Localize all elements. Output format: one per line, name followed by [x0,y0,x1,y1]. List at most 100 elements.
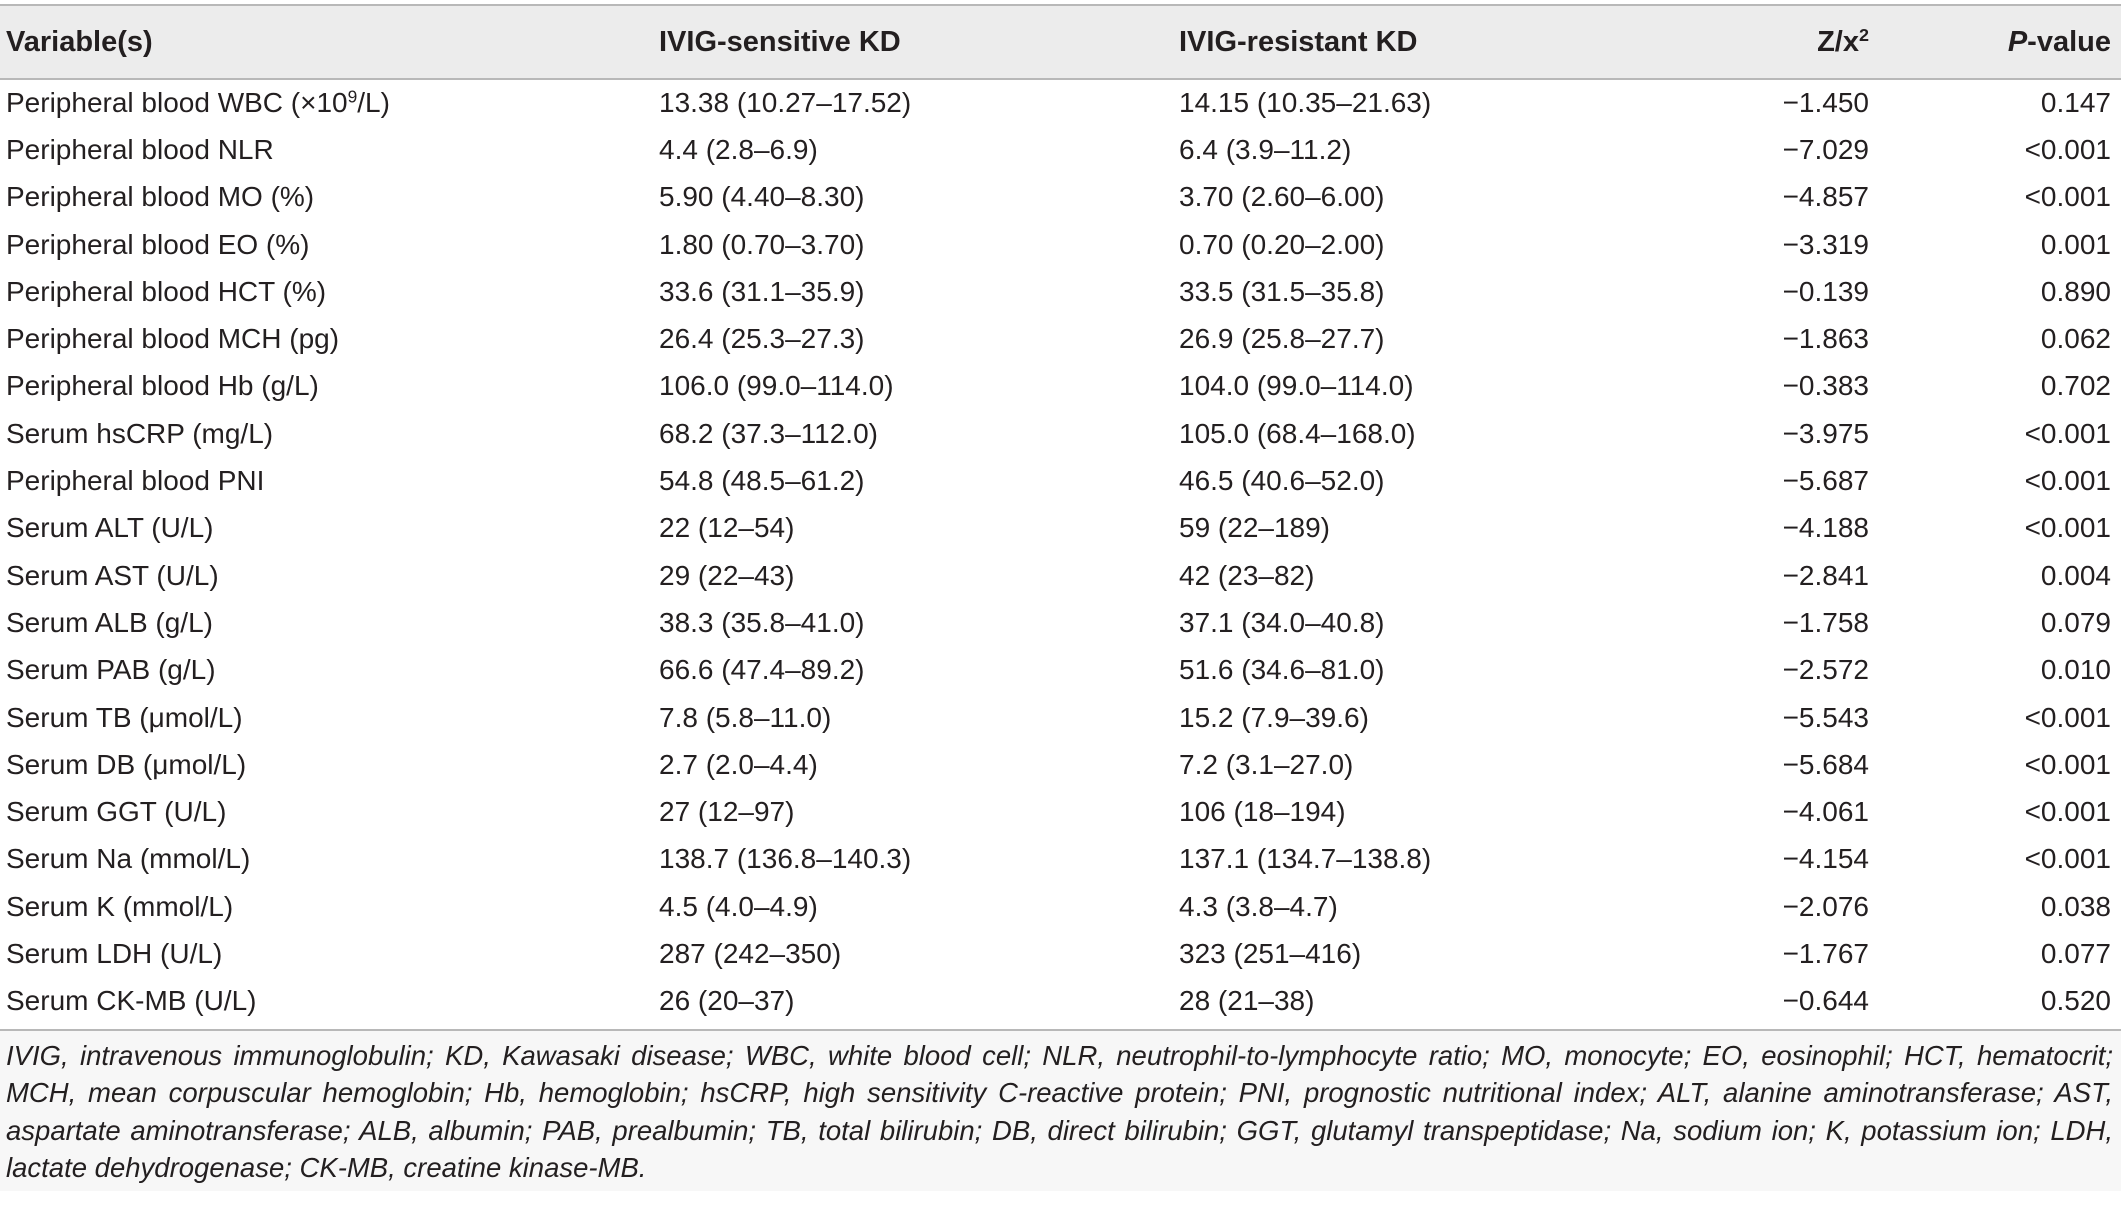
cell-sensitive: 2.7 (2.0–4.4) [659,748,818,780]
cell-variable: Peripheral blood Hb (g/L) [6,370,319,402]
header-row: Variable(s) IVIG-sensitive KD IVIG-resis… [0,4,2121,80]
cell-p: 0.001 [2040,228,2111,260]
cell-sensitive: 33.6 (31.1–35.9) [659,275,865,307]
cell-sensitive: 68.2 (37.3–112.0) [659,417,878,449]
cell-sensitive: 1.80 (0.70–3.70) [659,228,865,260]
cell-sensitive: 7.8 (5.8–11.0) [659,701,832,733]
cell-p: <0.001 [2024,133,2111,165]
cell-resistant: 323 (251–416) [1179,937,1362,969]
header-ivig-sensitive: IVIG-sensitive KD [653,4,1173,80]
cell-p: 0.702 [2040,370,2111,402]
cell-variable: Serum CK-MB (U/L) [0,977,653,1031]
cell-sensitive: 38.3 (35.8–41.0) [659,606,865,638]
cell-z: −0.383 [1782,370,1869,402]
cell-z: −2.572 [1782,654,1869,686]
cell-p: <0.001 [2024,417,2111,449]
cell-z: −1.863 [1782,323,1869,355]
header-z-statistic: Z/x2 [1686,4,1879,80]
cell-z: −2.841 [1782,559,1869,591]
cell-p: 0.520 [1879,977,2121,1031]
table-row: Peripheral blood MCH (pg) 26.4 (25.3–27.… [0,315,2121,362]
cell-sensitive: 54.8 (48.5–61.2) [659,465,865,497]
header-p-value: P-value [1879,4,2121,80]
cell-z: −7.029 [1782,133,1869,165]
cell-resistant: 28 (21–38) [1173,977,1686,1031]
table-row: Peripheral blood PNI 54.8 (48.5–61.2) 46… [0,457,2121,504]
cell-z: −3.975 [1782,417,1869,449]
table-row: Peripheral blood EO (%) 1.80 (0.70–3.70)… [0,221,2121,268]
cell-variable-text: Peripheral blood WBC (×10 [6,87,348,119]
cell-resistant: 42 (23–82) [1179,559,1315,591]
cell-p: 0.004 [2040,559,2111,591]
cell-sensitive: 29 (22–43) [659,559,795,591]
cell-resistant: 59 (22–189) [1179,512,1331,544]
table-body: Peripheral blood WBC (×109/L) 13.38 (10.… [0,79,2121,1031]
cell-sensitive: 26 (20–37) [653,977,1173,1031]
cell-variable: Serum DB (μmol/L) [6,748,247,780]
cell-p: 0.079 [2040,606,2111,638]
cell-sensitive: 26.4 (25.3–27.3) [659,323,865,355]
cell-resistant: 104.0 (99.0–114.0) [1179,370,1414,402]
table-header: Variable(s) IVIG-sensitive KD IVIG-resis… [0,4,2121,80]
cell-p: <0.001 [2024,512,2111,544]
cell-variable: Peripheral blood NLR [6,133,274,165]
table-row: Peripheral blood HCT (%) 33.6 (31.1–35.9… [0,268,2121,315]
cell-sensitive: 22 (12–54) [659,512,795,544]
header-p-italic: P [2007,25,2028,58]
table-row: Serum AST (U/L) 29 (22–43) 42 (23–82) −2… [0,552,2121,599]
cell-variable: Peripheral blood PNI [6,465,265,497]
table-row: Serum ALB (g/L) 38.3 (35.8–41.0) 37.1 (3… [0,599,2121,646]
comparison-table: Variable(s) IVIG-sensitive KD IVIG-resis… [0,4,2121,1031]
cell-variable: Peripheral blood EO (%) [6,228,310,260]
cell-p: 0.010 [2040,654,2111,686]
table-row: Serum DB (μmol/L) 2.7 (2.0–4.4) 7.2 (3.1… [0,741,2121,788]
cell-resistant: 137.1 (134.7–138.8) [1179,843,1432,875]
table-row: Serum CK-MB (U/L) 26 (20–37) 28 (21–38) … [0,977,2121,1031]
cell-z: −4.188 [1782,512,1869,544]
cell-z: −4.857 [1782,181,1869,213]
cell-variable: Serum Na (mmol/L) [6,843,251,875]
table-row: Serum Na (mmol/L) 138.7 (136.8–140.3) 13… [0,836,2121,883]
cell-variable: Peripheral blood HCT (%) [6,275,327,307]
table-row: Peripheral blood WBC (×109/L) 13.38 (10.… [0,79,2121,126]
cell-variable: Serum hsCRP (mg/L) [6,417,274,449]
table-row: Peripheral blood NLR 4.4 (2.8–6.9) 6.4 (… [0,126,2121,173]
cell-sensitive: 106.0 (99.0–114.0) [659,370,894,402]
cell-z: −5.684 [1782,748,1869,780]
cell-sensitive: 4.5 (4.0–4.9) [659,890,818,922]
cell-resistant: 26.9 (25.8–27.7) [1179,323,1385,355]
cell-z: −0.644 [1686,977,1879,1031]
cell-z: −2.076 [1782,890,1869,922]
cell-sensitive: 287 (242–350) [659,937,842,969]
cell-variable: Serum K (mmol/L) [6,890,234,922]
cell-p: 0.077 [2040,937,2111,969]
cell-z: −1.758 [1782,606,1869,638]
cell-variable: Serum TB (μmol/L) [6,701,243,733]
cell-z: −0.139 [1782,275,1869,307]
cell-z: −5.687 [1782,465,1869,497]
cell-resistant: 6.4 (3.9–11.2) [1179,133,1352,165]
cell-variable-tail: /L) [357,87,390,119]
cell-resistant: 37.1 (34.0–40.8) [1179,606,1385,638]
cell-z: −1.767 [1782,937,1869,969]
cell-variable: Serum PAB (g/L) [6,654,216,686]
table-row: Serum LDH (U/L) 287 (242–350) 323 (251–4… [0,930,2121,977]
cell-resistant: 15.2 (7.9–39.6) [1179,701,1369,733]
cell-variable: Serum AST (U/L) [6,559,219,591]
cell-variable: Serum ALB (g/L) [6,606,213,638]
cell-p: <0.001 [2024,796,2111,828]
cell-z: −5.543 [1782,701,1869,733]
cell-resistant: 106 (18–194) [1179,796,1346,828]
cell-z: −1.450 [1782,87,1869,119]
header-z-sup: 2 [1859,24,1869,45]
cell-z: −4.154 [1782,843,1869,875]
table-row: Serum GGT (U/L) 27 (12–97) 106 (18–194) … [0,788,2121,835]
cell-resistant: 7.2 (3.1–27.0) [1179,748,1354,780]
cell-p: <0.001 [2024,701,2111,733]
cell-p: <0.001 [2024,748,2111,780]
cell-resistant: 51.6 (34.6–81.0) [1179,654,1385,686]
cell-variable: Serum LDH (U/L) [6,937,223,969]
cell-sensitive: 138.7 (136.8–140.3) [659,843,912,875]
cell-p: 0.147 [2040,87,2111,119]
header-z-base: Z/x [1817,25,1859,58]
